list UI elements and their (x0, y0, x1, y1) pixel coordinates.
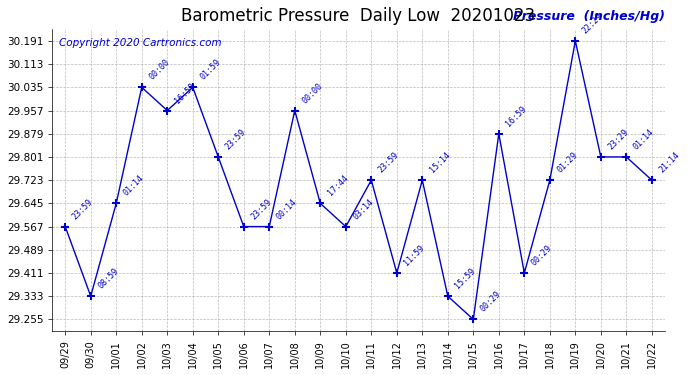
Text: 00:29: 00:29 (479, 290, 503, 314)
Text: 03:14: 03:14 (351, 197, 375, 221)
Text: 23:29: 23:29 (607, 128, 631, 152)
Text: 17:44: 17:44 (326, 174, 350, 198)
Text: 15:14: 15:14 (428, 150, 452, 175)
Text: 23:59: 23:59 (71, 197, 95, 221)
Text: 15:59: 15:59 (453, 267, 477, 291)
Text: 16:59: 16:59 (504, 104, 529, 128)
Text: 16:59: 16:59 (172, 81, 197, 105)
Text: 22:29: 22:29 (581, 11, 605, 35)
Text: Pressure  (Inches/Hg): Pressure (Inches/Hg) (513, 10, 664, 23)
Text: 11:59: 11:59 (402, 243, 426, 267)
Text: 00:00: 00:00 (147, 58, 171, 82)
Text: 01:14: 01:14 (122, 174, 146, 198)
Text: 21:14: 21:14 (658, 150, 682, 175)
Title: Barometric Pressure  Daily Low  20201023: Barometric Pressure Daily Low 20201023 (181, 7, 535, 25)
Text: 23:59: 23:59 (377, 150, 401, 175)
Text: 01:29: 01:29 (555, 150, 580, 175)
Text: Copyright 2020 Cartronics.com: Copyright 2020 Cartronics.com (59, 38, 221, 48)
Text: 00:00: 00:00 (300, 81, 324, 105)
Text: 08:59: 08:59 (97, 267, 120, 291)
Text: 00:29: 00:29 (530, 243, 554, 267)
Text: 23:59: 23:59 (224, 128, 248, 152)
Text: 00:14: 00:14 (275, 197, 299, 221)
Text: 01:14: 01:14 (632, 128, 656, 152)
Text: 01:59: 01:59 (198, 58, 222, 82)
Text: 23:59: 23:59 (249, 197, 273, 221)
